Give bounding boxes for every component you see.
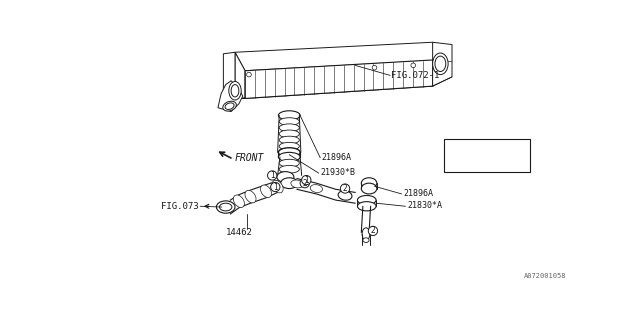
Ellipse shape <box>338 191 352 200</box>
Ellipse shape <box>281 178 298 188</box>
Ellipse shape <box>223 101 236 111</box>
Text: 14462: 14462 <box>225 228 252 237</box>
Ellipse shape <box>245 190 256 203</box>
Polygon shape <box>235 86 433 99</box>
Polygon shape <box>245 60 433 99</box>
Ellipse shape <box>225 103 234 109</box>
Polygon shape <box>218 81 243 112</box>
Circle shape <box>271 182 280 192</box>
Ellipse shape <box>362 178 377 188</box>
Ellipse shape <box>358 202 376 211</box>
Text: FIG.073: FIG.073 <box>161 202 199 211</box>
Ellipse shape <box>362 228 370 240</box>
Text: F94801: F94801 <box>467 142 500 151</box>
Ellipse shape <box>278 152 300 162</box>
Ellipse shape <box>272 180 283 193</box>
Ellipse shape <box>231 84 239 97</box>
Text: 1: 1 <box>270 171 275 180</box>
Ellipse shape <box>260 185 271 197</box>
Bar <box>444 139 529 172</box>
Circle shape <box>340 184 349 193</box>
Polygon shape <box>235 42 443 71</box>
Ellipse shape <box>435 56 446 71</box>
Ellipse shape <box>362 183 377 194</box>
Circle shape <box>449 158 460 169</box>
Ellipse shape <box>363 238 369 243</box>
Ellipse shape <box>279 165 300 173</box>
Ellipse shape <box>372 65 377 70</box>
Ellipse shape <box>220 203 232 211</box>
Circle shape <box>301 175 311 185</box>
Text: 2: 2 <box>371 227 375 236</box>
Polygon shape <box>235 52 245 99</box>
Circle shape <box>368 226 378 236</box>
Text: 0104S*B: 0104S*B <box>467 159 505 168</box>
Polygon shape <box>223 52 235 99</box>
Text: 2: 2 <box>342 184 348 193</box>
Polygon shape <box>433 42 452 86</box>
Ellipse shape <box>278 148 300 157</box>
Text: A072001058: A072001058 <box>524 273 566 279</box>
Text: 2: 2 <box>302 179 307 188</box>
Text: 21896A: 21896A <box>322 153 352 162</box>
Text: 1: 1 <box>304 176 308 185</box>
Circle shape <box>300 179 309 188</box>
Ellipse shape <box>291 180 303 188</box>
Ellipse shape <box>234 195 244 207</box>
Text: 2: 2 <box>452 159 457 168</box>
Ellipse shape <box>279 118 300 125</box>
Ellipse shape <box>310 185 323 193</box>
Ellipse shape <box>277 172 294 182</box>
Ellipse shape <box>279 136 300 144</box>
Ellipse shape <box>229 82 241 100</box>
Ellipse shape <box>278 111 300 120</box>
Text: 1: 1 <box>273 182 278 191</box>
Text: 21896A: 21896A <box>403 189 433 198</box>
Ellipse shape <box>279 142 300 150</box>
Circle shape <box>268 171 277 180</box>
Ellipse shape <box>411 63 415 68</box>
Ellipse shape <box>279 124 300 132</box>
Text: 21830*A: 21830*A <box>407 201 442 210</box>
Ellipse shape <box>246 72 252 77</box>
Ellipse shape <box>216 201 235 213</box>
Ellipse shape <box>279 130 300 138</box>
Ellipse shape <box>433 53 448 75</box>
Text: FRONT: FRONT <box>235 153 264 163</box>
Circle shape <box>449 141 460 152</box>
Text: FIG.072-1: FIG.072-1 <box>391 71 439 80</box>
Text: 21930*B: 21930*B <box>320 168 355 177</box>
Ellipse shape <box>279 159 300 167</box>
Text: 1: 1 <box>452 142 457 151</box>
Ellipse shape <box>358 196 376 205</box>
